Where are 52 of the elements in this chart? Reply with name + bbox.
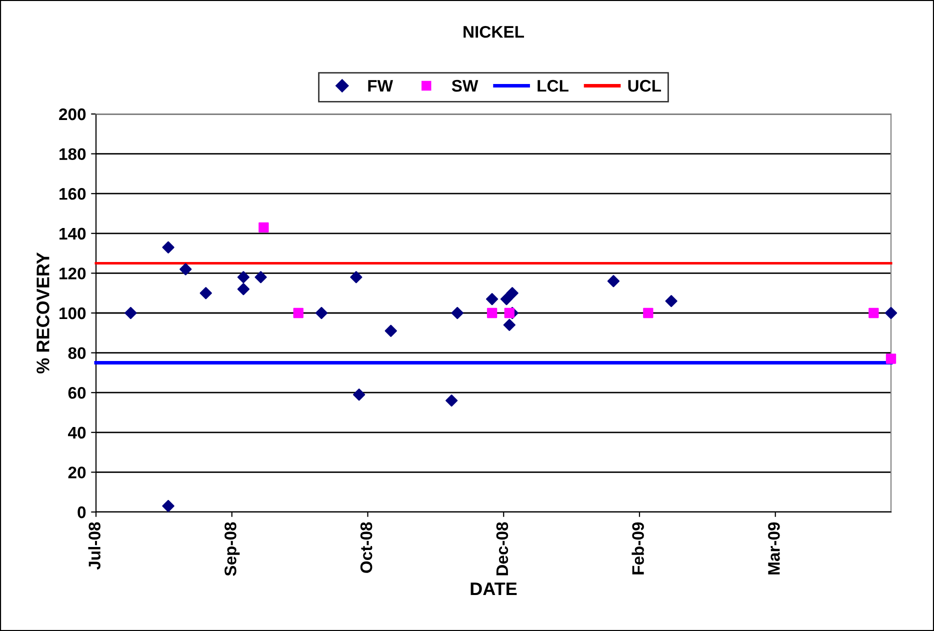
y-tick-label: 160 bbox=[60, 188, 86, 200]
point bbox=[886, 354, 896, 364]
point bbox=[868, 308, 879, 318]
x-axis-title: DATE bbox=[470, 582, 517, 596]
point bbox=[180, 263, 192, 276]
y-tick-label: 40 bbox=[68, 426, 86, 439]
x-tick-label: Sep-08 bbox=[224, 522, 240, 576]
y-tick-label: 180 bbox=[60, 148, 86, 160]
point bbox=[350, 271, 362, 284]
point bbox=[237, 271, 250, 284]
x-tick-label: Mar-09 bbox=[768, 522, 780, 574]
chart-title: NICKEL bbox=[464, 26, 524, 38]
point bbox=[451, 306, 464, 320]
y-tick-label: 20 bbox=[68, 466, 86, 478]
x-tick-label: Feb-09 bbox=[632, 522, 644, 574]
point bbox=[486, 292, 498, 306]
point bbox=[607, 275, 620, 288]
point bbox=[506, 287, 518, 300]
point bbox=[293, 308, 304, 318]
point bbox=[315, 306, 328, 320]
point bbox=[254, 271, 267, 284]
point bbox=[486, 308, 498, 318]
point bbox=[353, 388, 366, 401]
y-tick-label: 0 bbox=[78, 506, 86, 518]
point bbox=[384, 324, 397, 337]
point bbox=[237, 283, 250, 296]
y-tick-label: 100 bbox=[60, 307, 86, 320]
y-axis-title: % RECOVERY bbox=[36, 252, 50, 374]
point bbox=[258, 222, 269, 233]
point bbox=[665, 294, 678, 308]
legend-label: UCL bbox=[628, 80, 662, 92]
point bbox=[503, 318, 516, 332]
x-tick-label: Oct-08 bbox=[360, 522, 372, 573]
point bbox=[200, 287, 212, 300]
point bbox=[446, 394, 458, 407]
y-tick-label: 80 bbox=[68, 347, 86, 360]
point bbox=[124, 306, 137, 320]
point bbox=[884, 306, 898, 320]
legend-label: SW bbox=[452, 80, 478, 92]
point bbox=[504, 308, 514, 318]
point bbox=[643, 308, 654, 318]
y-tick-label: 140 bbox=[60, 228, 86, 240]
x-tick-label: Dec-08 bbox=[496, 522, 508, 576]
y-tick-label: 60 bbox=[68, 387, 86, 399]
x-tick-label: Jul-08 bbox=[88, 522, 100, 570]
point bbox=[162, 241, 174, 254]
legend-label: FW bbox=[368, 80, 394, 92]
y-tick-label: 120 bbox=[60, 268, 86, 280]
point bbox=[162, 500, 174, 512]
legend-label: LCL bbox=[538, 80, 568, 92]
y-tick-label: 200 bbox=[59, 108, 86, 120]
point bbox=[500, 292, 513, 306]
